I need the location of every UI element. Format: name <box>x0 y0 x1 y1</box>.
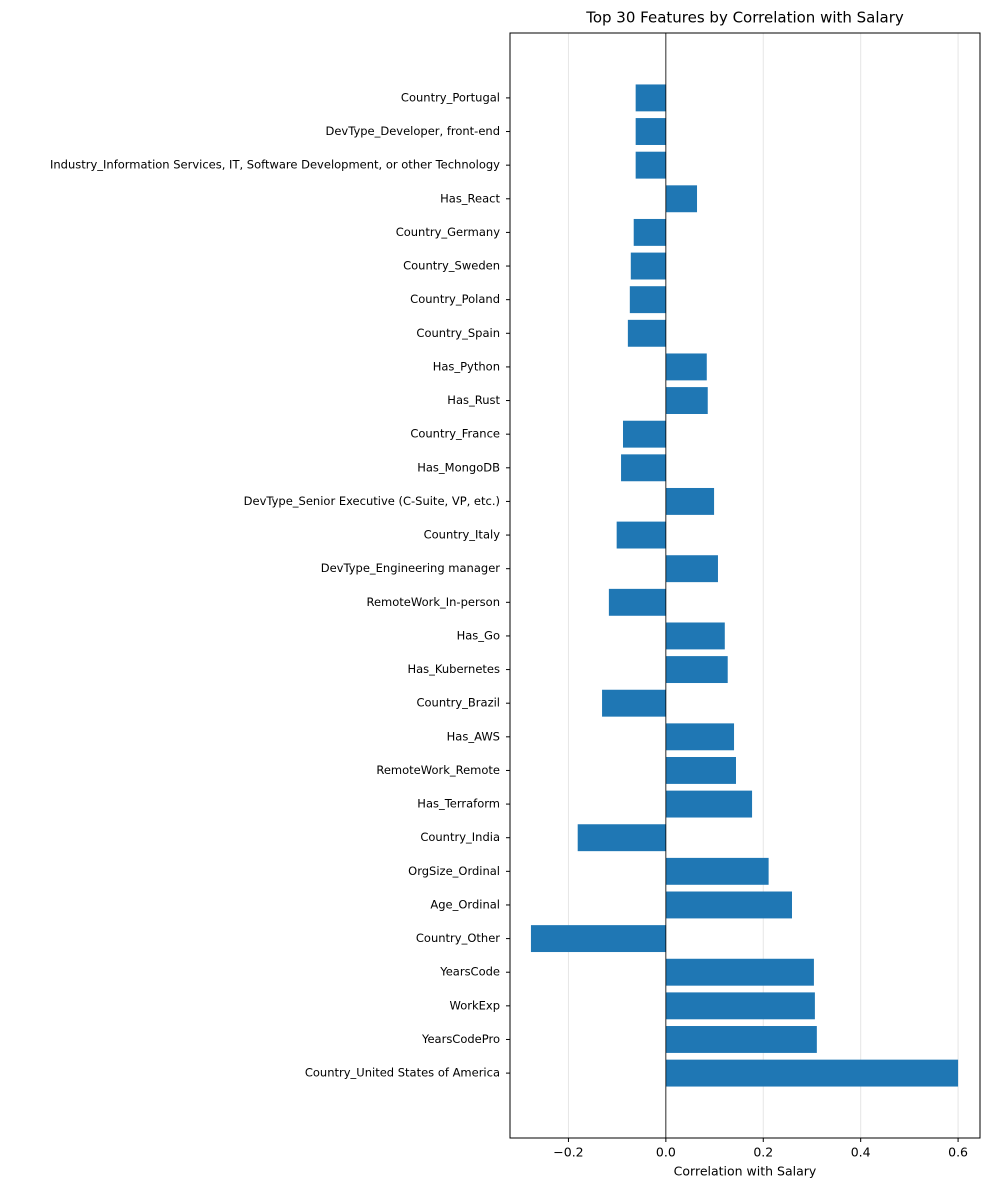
bar <box>665 757 736 784</box>
chart-title: Top 30 Features by Correlation with Sala… <box>585 9 904 27</box>
y-tick-label: YearsCodePro <box>421 1032 500 1046</box>
bar <box>635 118 666 145</box>
bar <box>665 857 769 885</box>
bar <box>665 1059 959 1087</box>
y-tick-label: Country_Other <box>416 931 500 945</box>
y-tick-label: OrgSize_Ordinal <box>408 864 500 878</box>
x-tick-label: −0.2 <box>553 1145 583 1160</box>
y-tick-label: DevType_Developer, front-end <box>325 124 500 138</box>
bar <box>635 151 666 179</box>
bar <box>633 218 666 246</box>
y-tick-label: Country_Brazil <box>416 696 500 710</box>
bar <box>602 689 666 717</box>
bar <box>621 454 666 482</box>
bar <box>577 824 666 852</box>
y-tick-label: Country_Poland <box>410 292 500 306</box>
bar <box>665 387 708 414</box>
y-tick-label: RemoteWork_In-person <box>367 595 501 609</box>
bar <box>530 925 666 953</box>
bar <box>635 84 666 112</box>
y-tick-label: Country_Sweden <box>403 259 500 273</box>
y-tick-label: Has_MongoDB <box>417 460 500 474</box>
bar <box>665 487 715 515</box>
y-tick-label: Has_Terraform <box>417 797 500 811</box>
y-tick-label: Country_India <box>420 830 500 844</box>
y-tick-label: RemoteWork_Remote <box>376 763 500 777</box>
x-tick-label: 0.2 <box>753 1145 773 1160</box>
y-tick-label: Has_Kubernetes <box>407 662 500 676</box>
x-tick-label: 0.4 <box>851 1145 871 1160</box>
bar <box>627 319 666 347</box>
y-tick-label: WorkExp <box>450 998 501 1012</box>
y-tick-label: Has_Python <box>433 359 500 373</box>
x-axis-label: Correlation with Salary <box>674 1164 817 1179</box>
bar <box>665 555 718 583</box>
bar <box>665 185 698 213</box>
bar <box>665 723 735 751</box>
bar <box>665 656 728 684</box>
bar <box>665 353 707 381</box>
bar <box>616 521 666 549</box>
y-tick-label: YearsCode <box>439 965 500 979</box>
bar <box>665 992 815 1020</box>
bar <box>665 790 753 818</box>
y-tick-label: Has_AWS <box>447 729 500 743</box>
x-tick-label: 0.6 <box>948 1145 968 1160</box>
y-tick-label: Country_Portugal <box>401 90 500 104</box>
y-tick-label: Country_United States of America <box>305 1066 500 1080</box>
y-tick-label: Industry_Information Services, IT, Softw… <box>50 158 500 172</box>
bar <box>665 891 792 919</box>
bar <box>665 1026 817 1053</box>
y-tick-label: Age_Ordinal <box>430 897 500 911</box>
bar <box>608 588 666 616</box>
x-tick-label: 0.0 <box>656 1145 676 1160</box>
y-tick-label: Country_Spain <box>416 326 500 340</box>
y-tick-label: DevType_Senior Executive (C-Suite, VP, e… <box>244 494 500 508</box>
y-tick-label: Has_React <box>440 191 500 205</box>
bar <box>665 622 725 650</box>
y-tick-label: Country_Italy <box>424 528 501 542</box>
bar <box>629 286 666 314</box>
y-tick-label: Country_France <box>410 427 500 441</box>
y-tick-label: Has_Go <box>457 628 500 642</box>
y-tick-label: Has_Rust <box>447 393 500 407</box>
y-tick-label: DevType_Engineering manager <box>321 561 501 575</box>
bar <box>622 420 666 448</box>
bar <box>665 958 814 986</box>
bar <box>630 252 666 280</box>
plot-frame <box>509 32 981 1139</box>
y-tick-label: Country_Germany <box>396 225 500 239</box>
